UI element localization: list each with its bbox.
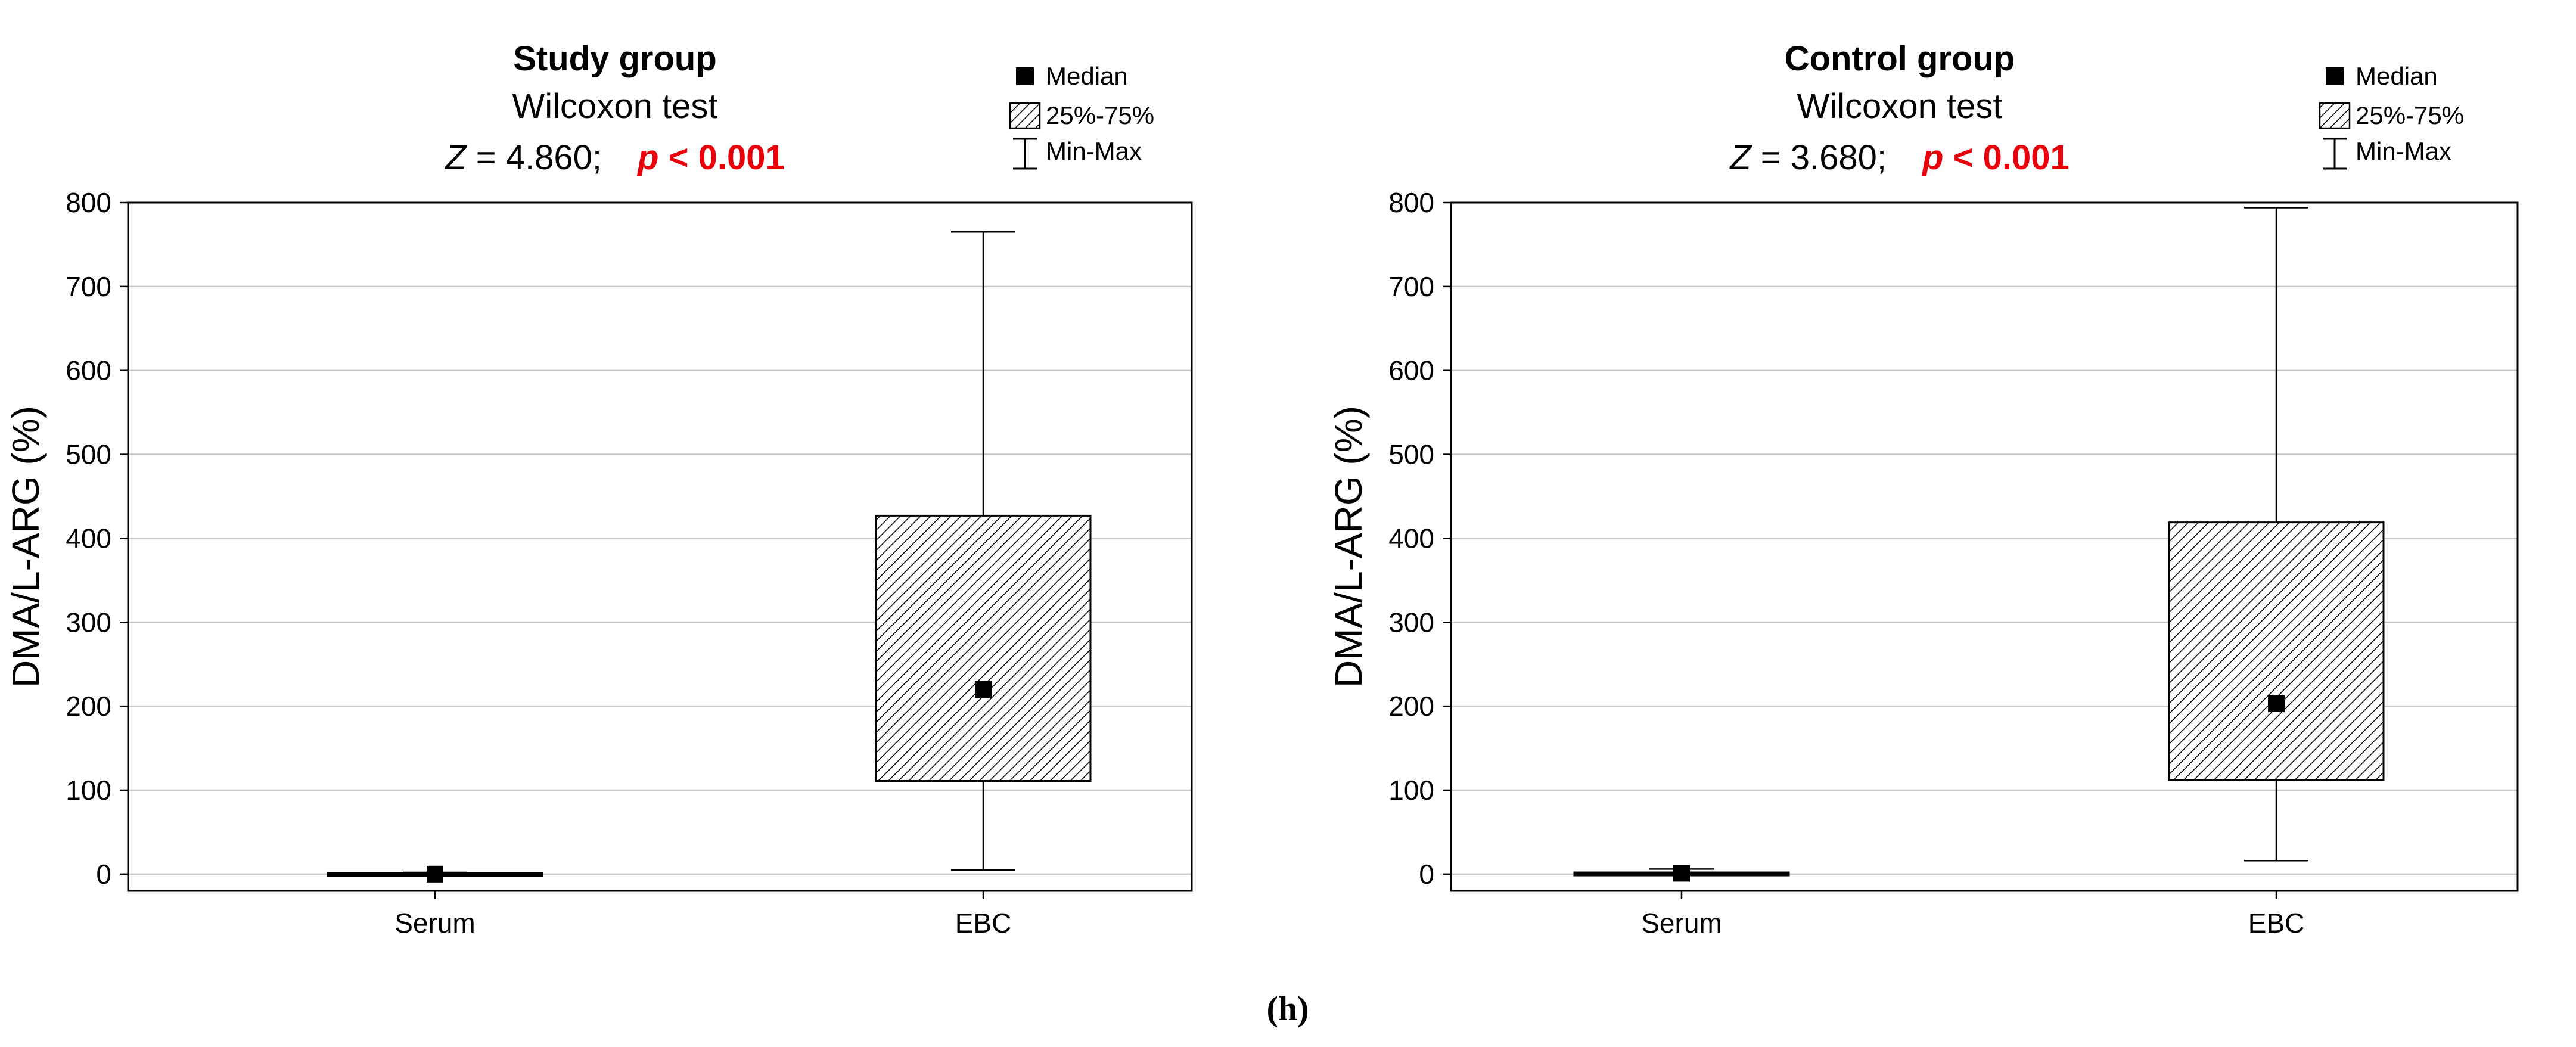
y-tick-label: 0: [96, 859, 111, 890]
y-axis-label: DMA/L-ARG (%): [4, 406, 47, 688]
legend-box-label: 25%-75%: [2356, 101, 2464, 129]
chart-study-group: Study group Wilcoxon test Z = 4.860; p < 0.…: [4, 39, 1193, 939]
legend-box-marker: [1009, 102, 1041, 129]
legend-median-marker: [1016, 67, 1034, 85]
y-axis-label: DMA/L-ARG (%): [1327, 406, 1370, 688]
y-tick-label: 700: [1388, 271, 1434, 302]
y-tick-label: 500: [66, 439, 111, 470]
p-value: < 0.001: [1943, 138, 2069, 177]
box-ebc: [2168, 207, 2385, 862]
y-tick-label: 800: [66, 187, 111, 218]
y-tick-label: 800: [1388, 187, 1434, 218]
y-tick-label: 400: [1388, 523, 1434, 554]
chart-subtitle: Wilcoxon test: [512, 87, 718, 126]
median-marker: [427, 865, 443, 883]
legend-median-label: Median: [2356, 62, 2438, 90]
plot-frame: [1450, 201, 2519, 892]
z-symbol: Z: [1729, 138, 1752, 177]
y-tick-label: 700: [66, 271, 111, 302]
x-tick-label: Serum: [394, 908, 475, 939]
z-value: = 4.860;: [467, 138, 602, 177]
legend-whisker-label: Min-Max: [2356, 137, 2451, 165]
stat-line: Z = 3.680; p < 0.001: [1729, 138, 2069, 177]
box-ebc: [875, 231, 1092, 871]
box-serum: [1573, 865, 1790, 882]
chart-control-group: Control group Wilcoxon test Z = 3.680; p < …: [1327, 39, 2519, 939]
legend-median-label: Median: [1046, 62, 1128, 90]
y-tick-label: 100: [1388, 775, 1434, 806]
median-marker: [1673, 865, 1690, 882]
iqr-box: [875, 514, 1092, 782]
y-tick-label: 0: [1419, 859, 1434, 890]
legend-box-label: 25%-75%: [1046, 101, 1154, 129]
y-tick-label: 500: [1388, 439, 1434, 470]
median-marker: [2268, 695, 2285, 712]
z-symbol: Z: [444, 138, 468, 177]
chart-title: Control group: [1785, 39, 2015, 78]
panel-label: (h): [1267, 989, 1309, 1028]
y-tick-label: 300: [66, 607, 111, 638]
legend-whisker-label: Min-Max: [1046, 137, 1142, 165]
chart-subtitle: Wilcoxon test: [1797, 87, 2003, 126]
legend-box-marker: [2319, 102, 2351, 129]
p-value: < 0.001: [658, 138, 784, 177]
y-tick-label: 200: [66, 691, 111, 722]
x-tick-label: EBC: [955, 908, 1012, 939]
legend-median-marker: [2326, 67, 2344, 85]
stat-line: Z = 4.860; p < 0.001: [444, 138, 784, 177]
x-tick-label: EBC: [2248, 908, 2305, 939]
y-tick-label: 600: [1388, 355, 1434, 386]
chart-title: Study group: [513, 39, 717, 78]
median-marker: [975, 681, 992, 698]
iqr-box: [2168, 521, 2385, 781]
y-tick-label: 200: [1388, 691, 1434, 722]
y-tick-label: 600: [66, 355, 111, 386]
y-tick-label: 400: [66, 523, 111, 554]
p-symbol: p: [636, 138, 658, 177]
x-tick-label: Serum: [1641, 908, 1722, 939]
y-tick-label: 100: [66, 775, 111, 806]
y-tick-label: 300: [1388, 607, 1434, 638]
p-symbol: p: [1921, 138, 1943, 177]
box-serum: [327, 865, 543, 883]
plot-frame: [127, 201, 1193, 892]
z-value: = 3.680;: [1751, 138, 1887, 177]
